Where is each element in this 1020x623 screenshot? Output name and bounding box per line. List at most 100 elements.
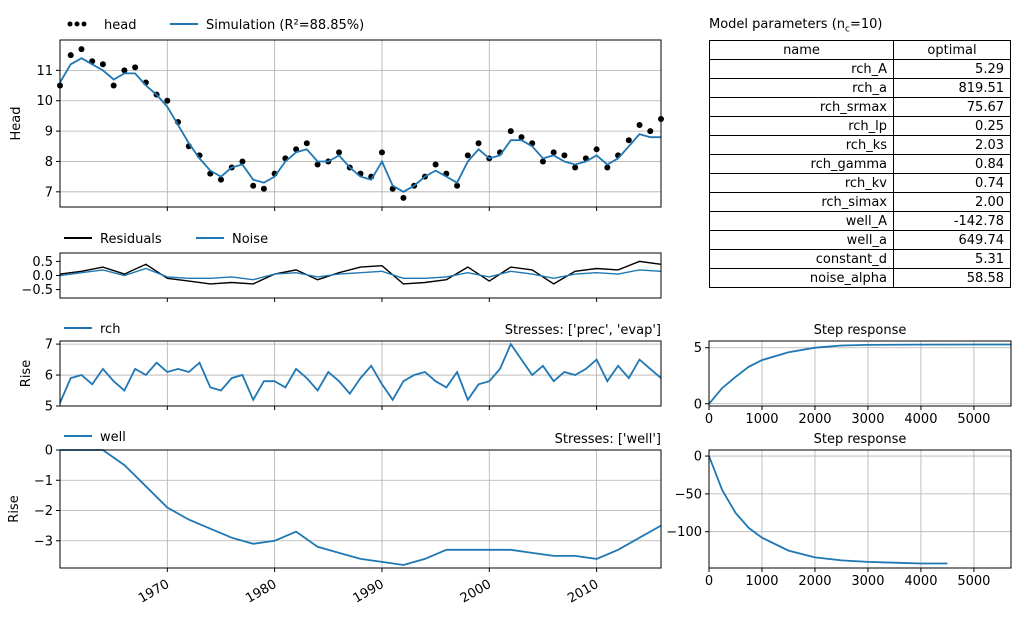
x-tick-label: 1990: [351, 577, 387, 607]
model-param-name: well_A: [709, 211, 894, 231]
model-param-value: 819.51: [893, 78, 1011, 98]
x-tick-label: 0: [705, 574, 713, 589]
model-param-name: well_a: [709, 230, 894, 250]
y-tick-label: 9: [45, 125, 53, 140]
y-tick-label: −3: [34, 534, 53, 549]
y-tick-label: −0.5: [21, 283, 53, 298]
model-params-header-value: optimal: [893, 40, 1011, 60]
x-tick-label: 1970: [136, 577, 172, 607]
model-param-name: rch_lp: [709, 116, 894, 136]
model-param-row: rch_lp 0.25: [709, 116, 1011, 136]
head-observation-point: [250, 182, 257, 189]
head-observation-point: [518, 134, 525, 141]
model-param-row: rch_a 819.51: [709, 78, 1011, 98]
head-observation-point: [303, 140, 310, 147]
model-param-name: rch_a: [709, 78, 894, 98]
legend-label: well: [100, 430, 126, 445]
head-observation-point: [454, 182, 461, 189]
rch-step-response-line: [708, 343, 1011, 405]
head-observation-point: [636, 122, 643, 129]
axes-frame: [708, 340, 1012, 407]
model-param-name: rch_A: [709, 59, 894, 79]
x-tick-label: 4000: [904, 574, 937, 589]
axes-frame: [59, 340, 662, 407]
model-param-value: 5.31: [893, 249, 1011, 269]
x-tick-label: 1000: [745, 412, 778, 427]
model-param-name: constant_d: [709, 249, 894, 269]
model-param-value: 2.00: [893, 192, 1011, 212]
y-tick-label: −100: [666, 525, 702, 540]
model-params-table: name optimal rch_A 5.29 rch_a 819.51 rch_srm…: [709, 40, 1011, 288]
x-tick-label: 2000: [798, 574, 831, 589]
y-tick-label: 7: [45, 185, 53, 200]
model-params-header-row: name optimal: [709, 40, 1011, 60]
legend-label: Noise: [232, 232, 268, 247]
model-param-value: 0.25: [893, 116, 1011, 136]
well-axes: −3 −2 −1 0 1970 1980 1990 2000 2010 Rise Stresses:…: [7, 430, 662, 607]
model-param-name: rch_gamma: [709, 154, 894, 174]
head-observation-point: [78, 46, 85, 53]
y-tick-label: 8: [45, 155, 53, 170]
x-tick-label: 5000: [957, 412, 990, 427]
axes-frame: [59, 252, 662, 299]
y-tick-label: 10: [36, 94, 53, 109]
chart-title-right: Stresses: ['prec', 'evap']: [505, 323, 661, 338]
x-tick-label: 2000: [798, 412, 831, 427]
model-param-name: rch_ks: [709, 135, 894, 155]
head-observation-point: [67, 52, 74, 59]
head-axes: 7 8 9 10 11 Head head Simulation (R²=88.85%): [9, 18, 664, 211]
model-param-row: noise_alpha 58.58: [709, 268, 1011, 288]
head-observation-point: [164, 97, 171, 104]
head-observation-point: [604, 164, 611, 171]
rch-contribution-line: [59, 342, 662, 404]
x-tick-label: 2000: [458, 577, 494, 607]
head-observation-point: [647, 128, 654, 135]
legend-label-simulation: Simulation (R²=88.85%): [206, 18, 364, 33]
head-observation-point: [593, 146, 600, 153]
model-param-row: constant_d 5.31: [709, 249, 1011, 269]
y-tick-label: 5: [45, 400, 53, 415]
x-tick-label: 3000: [851, 412, 884, 427]
head-observation-point: [507, 128, 514, 135]
model-param-value: -142.78: [893, 211, 1011, 231]
well-contribution-line: [60, 449, 662, 566]
y-tick-label: 0.0: [32, 269, 53, 284]
head-observation-point: [400, 194, 407, 201]
head-observation-point: [625, 137, 632, 144]
model-param-row: rch_ks 2.03: [709, 135, 1011, 155]
head-observation-point: [314, 161, 321, 168]
x-tick-label: 1980: [243, 577, 279, 607]
head-observation-point: [239, 158, 246, 165]
model-param-value: 0.74: [893, 173, 1011, 193]
axes-frame: [59, 39, 662, 208]
head-observation-point: [550, 149, 557, 156]
model-param-row: rch_kv 0.74: [709, 173, 1011, 193]
legend-marker-head: [67, 21, 73, 27]
axes-frame: [708, 449, 1012, 569]
legend-marker-head: [74, 21, 80, 27]
simulation-line: [59, 57, 661, 193]
step_rch-axes: 0 5 0 1000 2000 3000 4000 5000 Step response: [694, 323, 1012, 427]
chart-title: Step response: [814, 323, 907, 338]
chart-title: Step response: [814, 432, 907, 447]
y-axis-label: Rise: [7, 495, 22, 522]
model-param-row: rch_simax 2.00: [709, 192, 1011, 212]
model-param-row: well_A -142.78: [709, 211, 1011, 231]
x-tick-label: 0: [705, 412, 713, 427]
y-tick-label: 0: [45, 444, 53, 459]
model-param-value: 75.67: [893, 97, 1011, 117]
y-tick-label: −50: [675, 487, 702, 502]
axes-frame: [59, 449, 662, 569]
head-observation-point: [378, 149, 385, 156]
y-axis-label: Rise: [19, 360, 34, 387]
well-step-response-line: [708, 455, 948, 565]
head-observation-point: [464, 152, 471, 159]
y-axis-label: Head: [9, 107, 24, 141]
y-tick-label: 0: [694, 450, 702, 465]
y-tick-label: 7: [45, 338, 53, 353]
legend-label-head: head: [104, 18, 136, 33]
y-tick-label: −2: [34, 504, 53, 519]
model-param-row: rch_gamma 0.84: [709, 154, 1011, 174]
head-observation-point: [217, 176, 224, 183]
